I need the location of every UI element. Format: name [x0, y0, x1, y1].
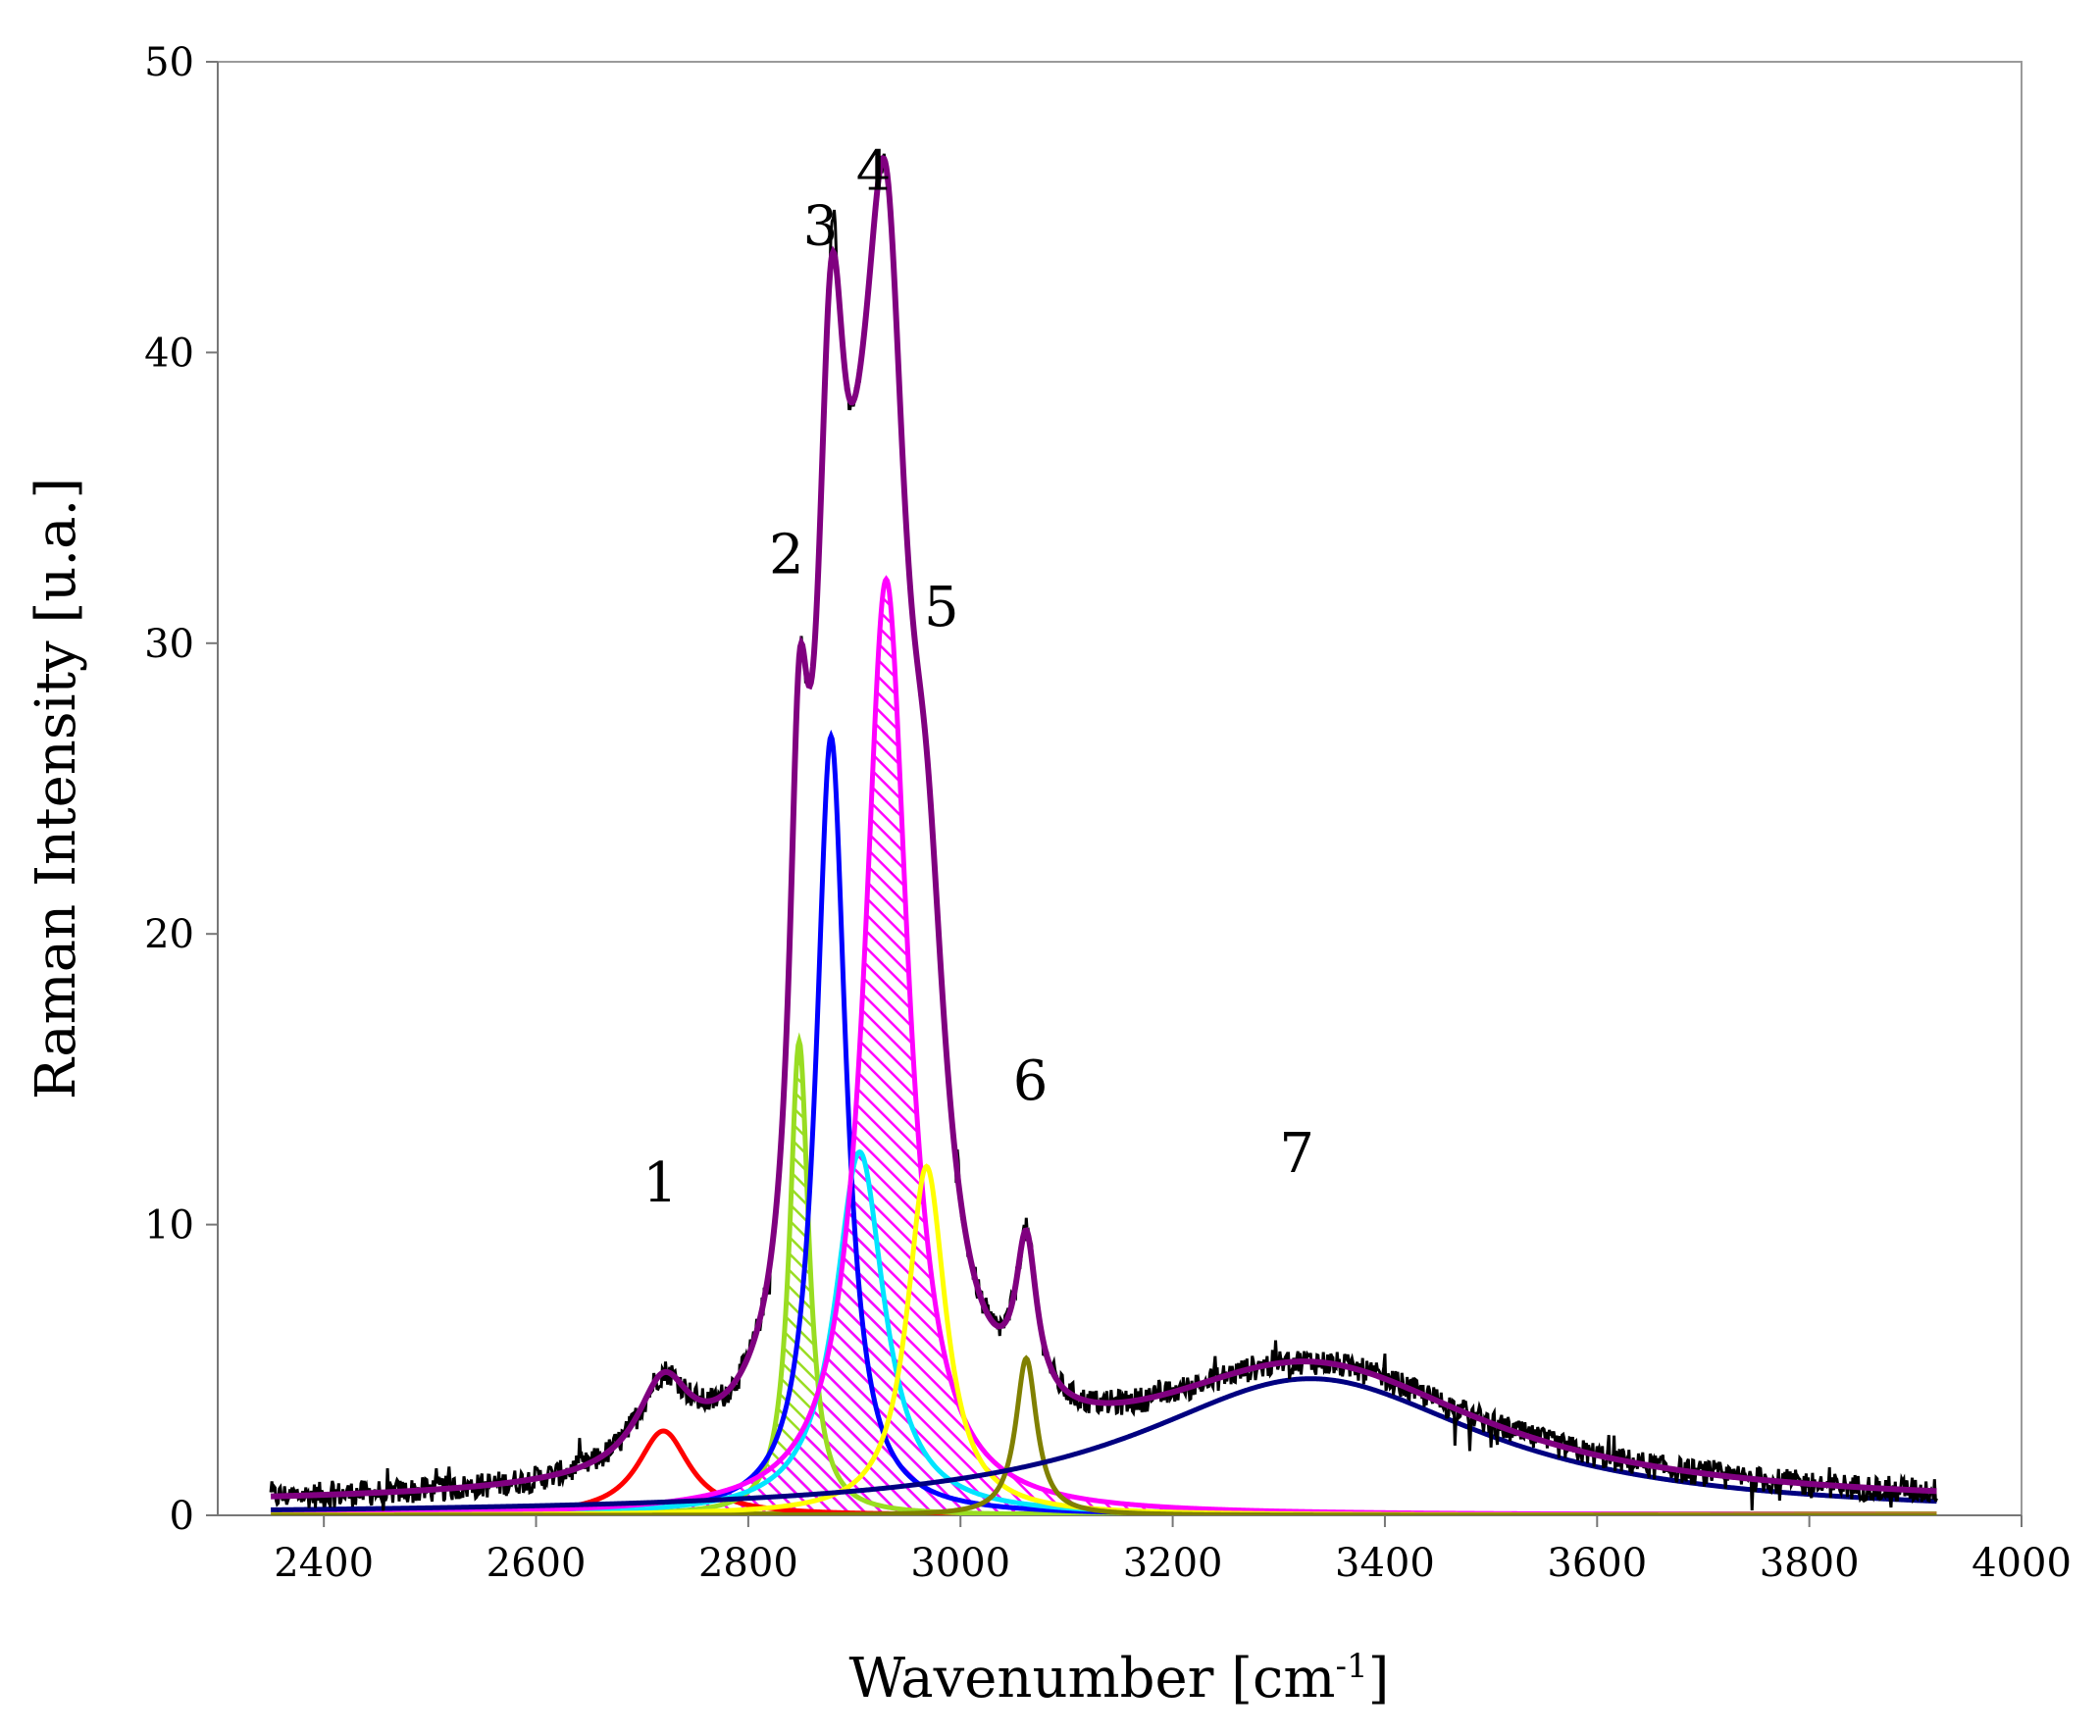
peak-annotations: 1 2 34 5 6 7 [642, 139, 1314, 1214]
x-tick-label: 2600 [487, 1541, 587, 1586]
x-tick-label: 2400 [274, 1541, 374, 1586]
plot-area-frame [217, 61, 2023, 1516]
peak-label-7: 7 [1279, 1122, 1314, 1186]
experimental-spectrum [269, 153, 1938, 1511]
x-axis-title-main: Wavenumber [cm [849, 1647, 1336, 1710]
x-tick-label: 2800 [698, 1541, 798, 1586]
x-tick-label: 3400 [1335, 1541, 1435, 1586]
spectrum-series [269, 153, 1938, 1515]
x-axis-title-end: ] [1368, 1647, 1390, 1710]
y-axis-ticks: 0 10 20 30 40 50 [144, 40, 218, 1539]
cumulative-fit-curve [271, 154, 1937, 1500]
x-axis-title: Wavenumber [cm-1] [849, 1647, 1390, 1710]
component-curve-7 [271, 1376, 1937, 1512]
peak-label-4: 4 [856, 139, 892, 203]
y-axis-title: Raman Intensity [u.a.] [25, 478, 88, 1099]
peak-label-6: 6 [1013, 1049, 1049, 1113]
y-tick-label: 20 [144, 912, 194, 957]
y-tick-label: 50 [144, 40, 194, 85]
x-tick-label: 3800 [1760, 1541, 1860, 1586]
x-axis-title-superscript: -1 [1335, 1647, 1367, 1686]
peak-label-5: 5 [924, 576, 959, 639]
y-tick-label: 40 [144, 331, 194, 376]
y-tick-label: 0 [170, 1494, 194, 1539]
component-curve-6 [271, 1354, 1937, 1515]
peak-label-1: 1 [642, 1151, 678, 1215]
x-axis-ticks: 2400 2600 2800 3000 3200 3400 3600 3800 4000 [274, 1515, 2072, 1586]
peak-label-3: 3 [803, 195, 839, 259]
x-tick-label: 3600 [1547, 1541, 1647, 1586]
peak-label-2: 2 [769, 524, 804, 587]
x-tick-label: 4000 [1972, 1541, 2072, 1586]
y-tick-label: 30 [144, 622, 194, 667]
x-tick-label: 3200 [1123, 1541, 1223, 1586]
x-tick-label: 3000 [910, 1541, 1010, 1586]
y-tick-label: 10 [144, 1203, 194, 1249]
